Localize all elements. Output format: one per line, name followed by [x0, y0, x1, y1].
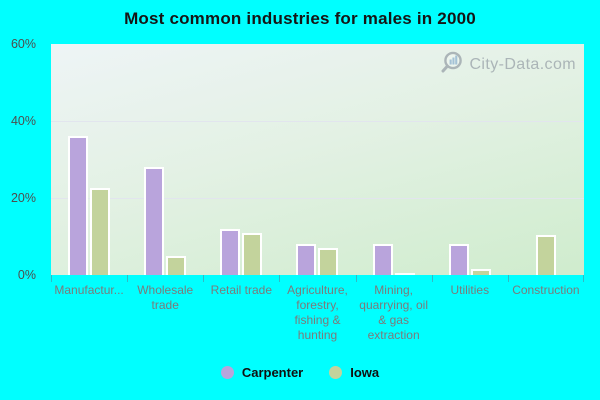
- bar-group-manufactur: [51, 44, 127, 275]
- y-tick-label-60: 60%: [10, 37, 36, 51]
- legend-swatch-carpenter: [220, 365, 234, 379]
- x-tick: [51, 275, 52, 282]
- bar-group-agriculture: [279, 44, 355, 275]
- x-tick: [356, 275, 357, 282]
- watermark-text: City-Data.com: [469, 56, 576, 73]
- x-category-label-agriculture: Agriculture, forestry, fishing & hunting: [287, 283, 348, 342]
- chart-title: Most common industries for males in 2000: [124, 9, 476, 28]
- x-category-label-manufactur: Manufactur...: [54, 283, 124, 297]
- bar-carpenter-mining: [372, 244, 393, 275]
- bar-carpenter-retail: [220, 228, 241, 275]
- bar-iowa-manufactur: [90, 188, 111, 275]
- bar-iowa-retail: [242, 232, 263, 275]
- bar-group-retail: [203, 44, 279, 275]
- bar-carpenter-agriculture: [296, 244, 317, 275]
- bar-group-construction: [508, 44, 584, 275]
- y-tick-label-40: 40%: [10, 114, 36, 128]
- x-category-label-utilities: Utilities: [450, 283, 490, 297]
- plot-area: City-Data.com: [51, 44, 584, 275]
- y-axis-labels: 60% 40% 20% 0%: [0, 0, 36, 300]
- y-tick-label-20: 20%: [10, 191, 36, 205]
- bar-group-mining: [356, 44, 432, 275]
- x-category-label-wholesale: Wholesale trade: [137, 283, 194, 312]
- legend-item-iowa: Iowa: [329, 365, 379, 380]
- x-axis-ticks: [51, 275, 584, 282]
- x-category-label-retail: Retail trade: [210, 283, 273, 297]
- bar-iowa-wholesale: [166, 255, 187, 275]
- bar-carpenter-wholesale: [144, 167, 165, 275]
- y-tick-label-0: 0%: [17, 268, 36, 282]
- legend: Carpenter Iowa: [0, 363, 600, 381]
- gridline-40: [51, 120, 584, 122]
- x-tick: [432, 275, 433, 282]
- x-tick: [203, 275, 204, 282]
- legend-label-carpenter: Carpenter: [241, 364, 304, 380]
- bar-groups: [51, 44, 584, 275]
- bar-group-utilities: [432, 44, 508, 275]
- bar-group-wholesale: [127, 44, 203, 275]
- x-tick: [508, 275, 509, 282]
- legend-label-iowa: Iowa: [350, 364, 380, 380]
- legend-item-carpenter: Carpenter: [220, 364, 304, 380]
- watermark: City-Data.com: [439, 50, 576, 80]
- x-category-label-mining: Mining, quarrying, oil & gas extraction: [359, 283, 428, 342]
- x-axis-labels: Manufactur... Wholesale trade Retail trade…: [51, 283, 584, 343]
- bar-carpenter-utilities: [448, 244, 469, 275]
- bar-iowa-construction: [535, 234, 556, 275]
- x-tick: [279, 275, 280, 282]
- bar-iowa-agriculture: [318, 248, 339, 275]
- x-tick: [127, 275, 128, 282]
- bar-carpenter-manufactur: [68, 136, 89, 275]
- x-category-label-construction: Construction: [512, 283, 580, 297]
- bar-iowa-utilities: [470, 269, 491, 275]
- legend-swatch-iowa: [329, 365, 343, 379]
- gridline-20: [51, 197, 584, 199]
- magnifier-icon: [439, 50, 466, 80]
- bar-iowa-mining: [394, 273, 415, 275]
- x-tick: [583, 275, 584, 282]
